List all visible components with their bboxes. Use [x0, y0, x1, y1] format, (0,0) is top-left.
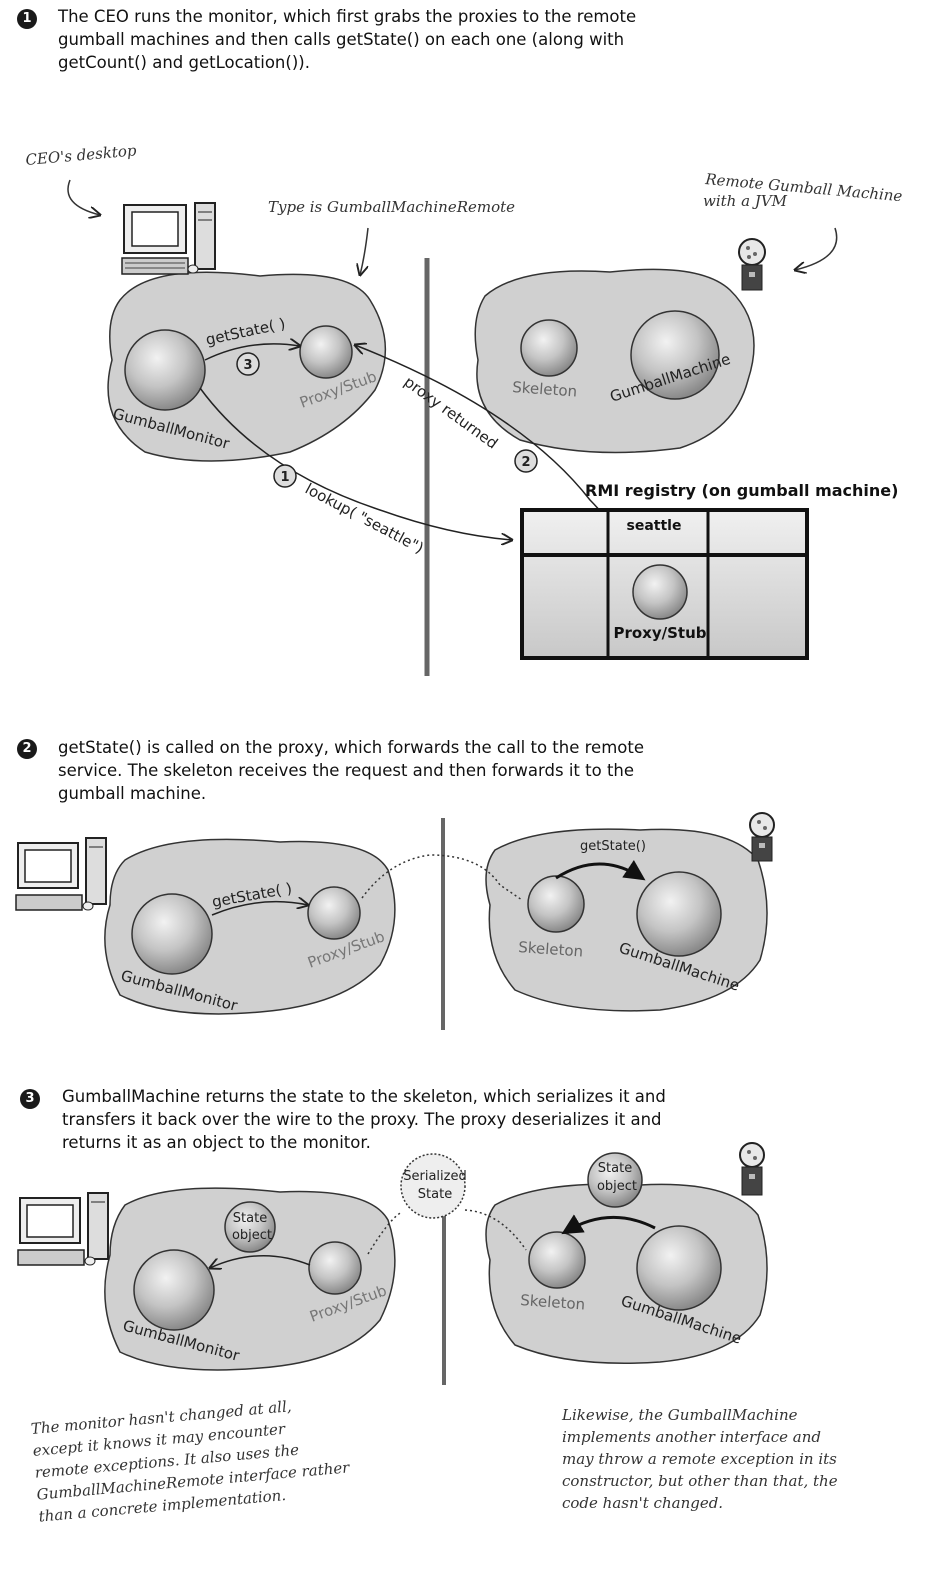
step-2-text: getState() is called on the proxy, which… — [58, 738, 644, 803]
step-2-number: 2 — [17, 739, 37, 759]
state-object-server-line1: State — [598, 1161, 632, 1176]
registry-key: seattle — [627, 518, 682, 534]
gumball-monitor-sphere-3 — [133, 1249, 215, 1331]
step-3-number: 3 — [20, 1089, 40, 1109]
gumball-monitor-sphere-2 — [131, 893, 213, 975]
gumball-machine-sphere-2 — [636, 871, 722, 957]
step-1-text: The CEO runs the monitor, which first gr… — [58, 7, 637, 72]
lookup-label: lookup( "seattle") — [302, 480, 427, 558]
step-2-marker-label: 2 — [521, 455, 530, 470]
state-object-client-line2: object — [232, 1228, 272, 1243]
wire-return-server — [464, 1209, 527, 1251]
state-object-server-line2: object — [597, 1179, 637, 1194]
registry-value: Proxy/Stub — [613, 624, 706, 642]
step-2-marker — [514, 449, 538, 473]
step-1-marker — [273, 464, 297, 488]
skeleton-sphere-1 — [520, 319, 578, 377]
proxy-sphere-3 — [308, 1241, 362, 1295]
type-label: Type is GumballMachineRemote — [268, 198, 515, 216]
proxy-to-monitor-arrow — [210, 1254, 311, 1268]
registry-proxy-sphere — [632, 564, 688, 620]
type-arrow — [360, 227, 369, 275]
state-object-client — [224, 1201, 276, 1253]
skeleton-to-machine-arrow — [555, 859, 646, 881]
ceo-desktop-arrow — [67, 179, 100, 215]
skeleton-label-3: Skeleton — [520, 1291, 586, 1313]
remote-label-line2: with a JVM — [703, 192, 788, 210]
gumball-machine-icon-2 — [749, 812, 775, 862]
client-computer-icon-3 — [17, 1192, 109, 1266]
wire-return-client — [367, 1211, 403, 1255]
state-object-server — [587, 1152, 643, 1208]
machine-to-skeleton-arrow — [561, 1214, 656, 1235]
proxy-sphere-2 — [307, 886, 361, 940]
gumball-machine-sphere-1 — [630, 310, 720, 400]
wire-call-2 — [361, 854, 523, 901]
skeleton-sphere-3 — [528, 1231, 586, 1289]
remote-getstate-label: getState() — [580, 839, 646, 854]
server-jvm-blob-2 — [485, 828, 768, 1012]
gumball-monitor-sphere-1 — [124, 329, 206, 411]
rmi-registry-title: RMI registry (on gumball machine) — [585, 481, 898, 500]
skeleton-sphere-2 — [527, 875, 585, 933]
lookup-arrow — [199, 387, 512, 540]
step-3-text: GumballMachine returns the state to the … — [62, 1087, 666, 1152]
serialized-state-sphere — [400, 1153, 466, 1219]
step-3-marker — [236, 352, 260, 376]
gumball-machine-icon-1 — [738, 238, 766, 291]
step-1-marker-label: 1 — [280, 470, 289, 485]
gumball-machine-icon-3 — [739, 1142, 765, 1196]
state-object-client-line1: State — [233, 1211, 267, 1226]
client-computer-icon-2 — [15, 837, 107, 911]
remote-label-arrow — [795, 227, 838, 270]
serialized-line2: State — [418, 1187, 452, 1202]
skeleton-label-1: Skeleton — [512, 378, 578, 400]
rmi-registry-table — [520, 508, 809, 660]
gumball-machine-sphere-3 — [636, 1225, 722, 1311]
ceo-desktop-label: CEO's desktop — [25, 141, 138, 169]
getstate-arrow-2 — [211, 902, 308, 916]
getstate-arrow-1 — [204, 344, 300, 361]
note-right: Likewise, the GumballMachine implements … — [562, 1406, 838, 1512]
proxy-sphere-1 — [299, 325, 353, 379]
skeleton-label-2: Skeleton — [518, 938, 584, 960]
ceo-computer-icon — [121, 202, 216, 275]
step-3-marker-label: 3 — [243, 358, 252, 373]
step-1-number: 1 — [17, 9, 37, 29]
serialized-line1: Serialized — [403, 1169, 466, 1184]
